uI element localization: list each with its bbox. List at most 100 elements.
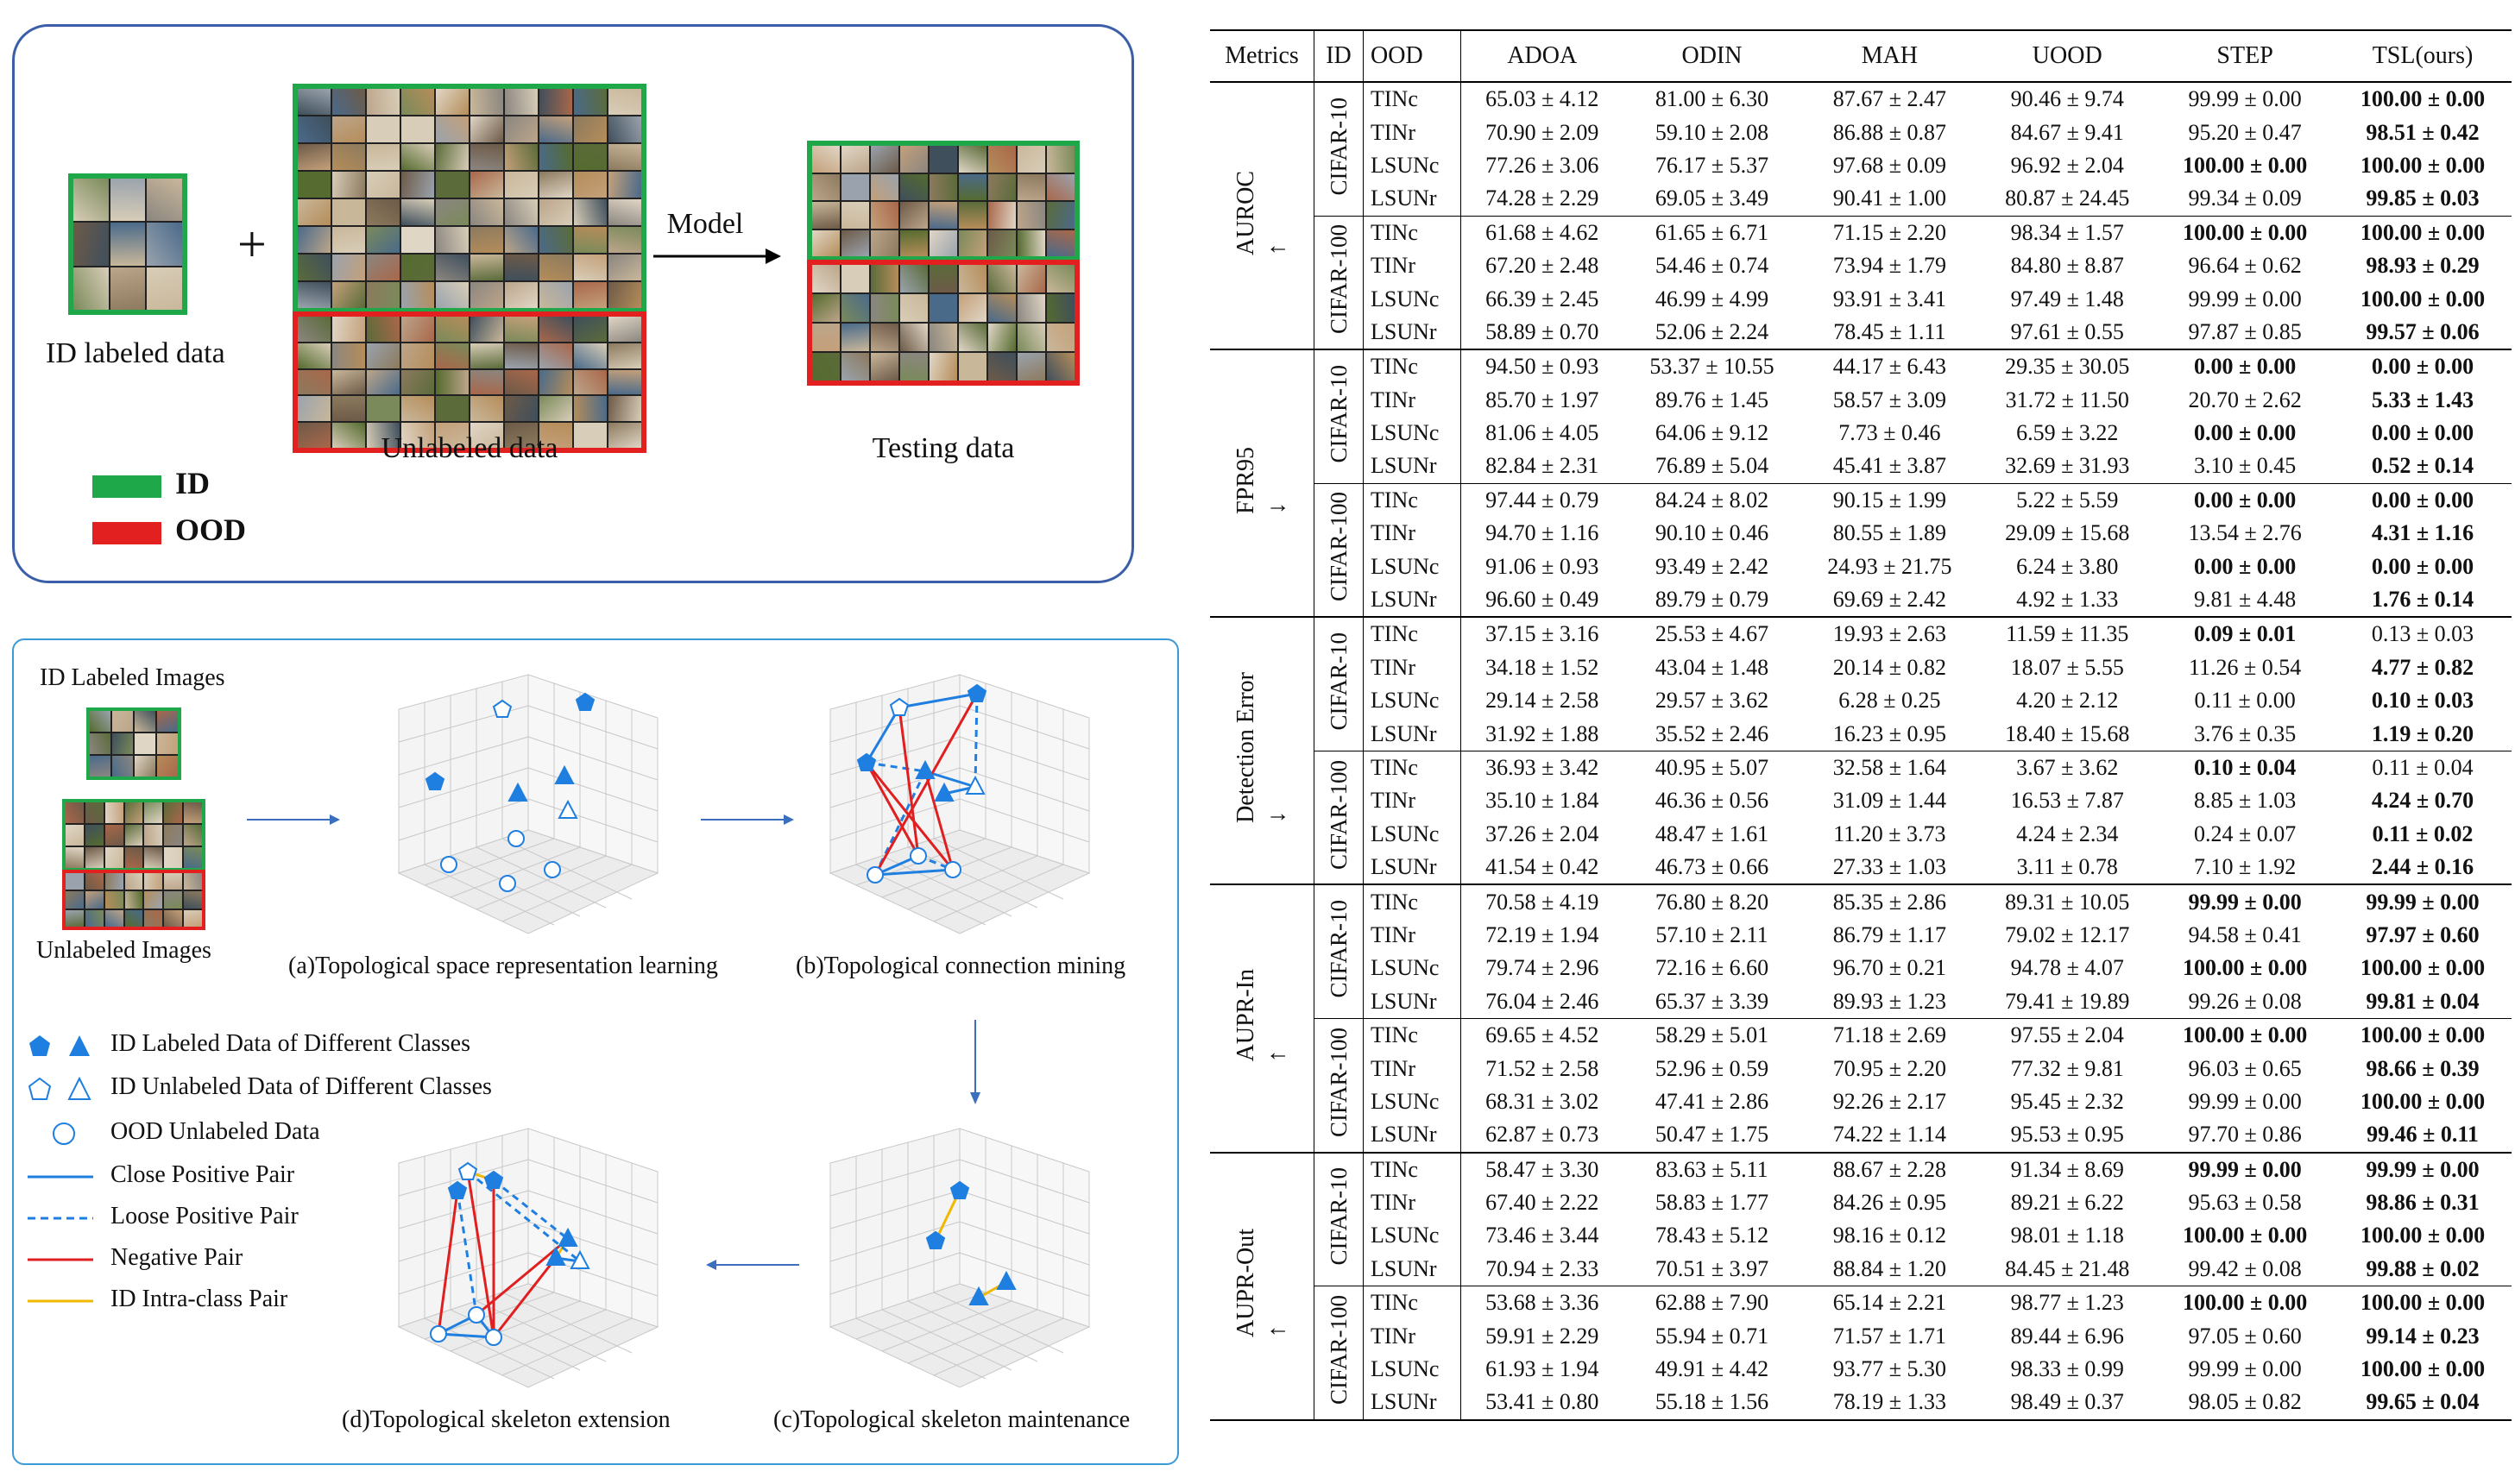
thumbnail-image bbox=[930, 202, 957, 229]
header-uood: UOOD bbox=[1978, 29, 2157, 83]
result-value-cell: 46.73 ± 0.66 bbox=[1623, 850, 1801, 886]
result-value-cell: 64.06 ± 9.12 bbox=[1655, 420, 1769, 446]
legend-id-unlabeled-text: ID Unlabeled Data of Different Classes bbox=[110, 1073, 492, 1100]
close-positive-pair-line bbox=[438, 1332, 495, 1339]
thumbnail-image bbox=[157, 733, 178, 754]
thumbnail-image bbox=[164, 825, 183, 846]
thumbnail-image bbox=[401, 423, 434, 448]
thumbnail-image bbox=[608, 89, 641, 115]
ood-dataset-cell: TINr bbox=[1363, 1319, 1461, 1353]
result-value-cell: 98.66 ± 0.39 bbox=[2366, 1055, 2480, 1081]
labeled-pentagon-point bbox=[856, 752, 877, 771]
thumbnail-image bbox=[367, 144, 400, 170]
metric-group-label: Detection Error ↓ bbox=[1210, 617, 1314, 886]
unlabeled-pentagon-point bbox=[457, 1161, 478, 1180]
unlabeled-caption: Unlabeled data bbox=[381, 432, 558, 464]
result-value-cell: 99.99 ± 0.00 bbox=[2188, 1356, 2302, 1382]
result-value-cell: 7.73 ± 0.46 bbox=[1838, 420, 1941, 446]
result-value-cell: 89.76 ± 1.45 bbox=[1655, 387, 1769, 412]
testing-id-image-grid bbox=[807, 141, 1080, 261]
thumbnail-image bbox=[470, 317, 503, 342]
result-value-cell: 16.23 ± 0.95 bbox=[1800, 717, 1979, 751]
thumbnail-image bbox=[332, 369, 365, 395]
result-value-cell: 98.51 ± 0.42 bbox=[2366, 119, 2480, 145]
thumbnail-image bbox=[436, 172, 469, 198]
result-value-cell: 5.22 ± 5.59 bbox=[2016, 487, 2119, 512]
thumbnail-image bbox=[900, 294, 928, 322]
thumbnail-image bbox=[539, 396, 572, 422]
ood-dataset-cell: LSUNr bbox=[1363, 450, 1461, 484]
thumbnail-image bbox=[539, 172, 572, 198]
thumbnail-image bbox=[124, 847, 143, 868]
legend-loose-positive-line-icon bbox=[28, 1217, 93, 1220]
id-dataset-label: CIFAR-10 bbox=[1314, 82, 1364, 217]
result-value-cell: 58.89 ± 0.70 bbox=[1460, 315, 1623, 351]
thumbnail-image bbox=[401, 396, 434, 422]
thumbnail-image bbox=[608, 172, 641, 198]
thumbnail-image bbox=[841, 146, 869, 173]
thumbnail-image bbox=[66, 909, 84, 927]
ood-circle-point bbox=[507, 830, 525, 847]
thumbnail-image bbox=[470, 396, 503, 422]
metric-group-label: FPR95 ↓ bbox=[1210, 349, 1314, 619]
result-value-cell: 100.00 ± 0.00 bbox=[2182, 152, 2308, 178]
result-value-cell: 90.46 ± 9.74 bbox=[2010, 86, 2124, 112]
table-row: LSUNr 70.94 ± 2.33 70.51 ± 3.97 88.84 ± 1.2… bbox=[1210, 1252, 2512, 1287]
thumbnail-image bbox=[104, 891, 123, 909]
id-dataset-name: CIFAR-10 bbox=[1325, 97, 1352, 196]
result-value-cell: 70.94 ± 2.33 bbox=[1460, 1252, 1623, 1287]
result-value-cell: 6.59 ± 3.22 bbox=[2016, 420, 2119, 446]
result-value-cell: 31.09 ± 1.44 bbox=[1832, 788, 1946, 814]
result-value-cell: 0.10 ± 0.03 bbox=[2371, 688, 2474, 714]
result-value-cell: 69.05 ± 3.49 bbox=[1623, 182, 1801, 217]
header-ood: OOD bbox=[1363, 29, 1461, 83]
thumbnail-image bbox=[959, 230, 986, 256]
thumbnail-image bbox=[505, 396, 538, 422]
result-value-cell: 100.00 ± 0.00 bbox=[2360, 1022, 2486, 1048]
thumbnail-image bbox=[841, 324, 869, 351]
thumbnail-image bbox=[436, 317, 469, 342]
result-value-cell: 59.91 ± 2.29 bbox=[1485, 1323, 1599, 1349]
ood-legend-swatch bbox=[92, 522, 161, 544]
thumbnail-image bbox=[401, 282, 434, 308]
thumbnail-image bbox=[1018, 146, 1045, 173]
result-value-cell: 65.37 ± 3.39 bbox=[1623, 984, 1801, 1019]
id-dataset-name: CIFAR-10 bbox=[1325, 899, 1352, 998]
thumbnail-image bbox=[85, 802, 104, 823]
result-value-cell: 35.10 ± 1.84 bbox=[1485, 788, 1599, 814]
thumbnail-image bbox=[147, 267, 182, 310]
thumbnail-image bbox=[900, 146, 928, 173]
thumbnail-image bbox=[164, 909, 183, 927]
metric-name: AUPR-In bbox=[1232, 969, 1259, 1062]
result-value-cell: 58.83 ± 1.77 bbox=[1655, 1190, 1769, 1216]
result-value-cell: 18.40 ± 15.68 bbox=[1978, 717, 2157, 751]
table-row: LSUNr 58.89 ± 0.70 52.06 ± 2.24 78.45 ± 1.1… bbox=[1210, 315, 2512, 351]
result-value-cell: 100.00 ± 0.00 bbox=[2360, 1290, 2486, 1316]
result-value-cell: 71.15 ± 2.20 bbox=[1832, 219, 1946, 245]
method-id-image-grid bbox=[86, 707, 181, 780]
result-value-cell: 100.00 ± 0.00 bbox=[2360, 1223, 2486, 1248]
table-row: TINr 71.52 ± 2.58 52.96 ± 0.59 70.95 ± 2.20… bbox=[1210, 1052, 2512, 1085]
header-step: STEP bbox=[2156, 29, 2335, 83]
legend-close-positive-text: Close Positive Pair bbox=[110, 1161, 295, 1188]
id-dataset-name: CIFAR-10 bbox=[1325, 632, 1352, 731]
thumbnail-image bbox=[812, 173, 840, 200]
thumbnail-image bbox=[812, 230, 840, 256]
table-row: LSUNc 73.46 ± 3.44 78.43 ± 5.12 98.16 ± 0.1… bbox=[1210, 1219, 2512, 1253]
metric-group-label: AUROC ↑ bbox=[1210, 82, 1314, 351]
thumbnail-image bbox=[574, 116, 607, 142]
legend-negative-line-icon bbox=[28, 1258, 93, 1261]
thumbnail-image bbox=[539, 255, 572, 280]
result-value-cell: 89.79 ± 0.79 bbox=[1623, 582, 1801, 619]
result-value-cell: 84.24 ± 8.02 bbox=[1655, 487, 1769, 512]
results-table-container: Metrics ID OOD ADOA ODIN MAH UOOD STEP T… bbox=[1210, 29, 2512, 1421]
labeled-triangle-point bbox=[554, 764, 575, 784]
metric-name: Detection Error bbox=[1232, 672, 1259, 824]
thumbnail-image bbox=[608, 369, 641, 395]
result-value-cell: 90.41 ± 1.00 bbox=[1800, 182, 1979, 217]
thumbnail-image bbox=[367, 89, 400, 115]
thumbnail-image bbox=[298, 343, 331, 368]
thumbnail-image bbox=[470, 227, 503, 253]
thumbnail-image bbox=[184, 909, 202, 927]
thumbnail-image bbox=[574, 172, 607, 198]
